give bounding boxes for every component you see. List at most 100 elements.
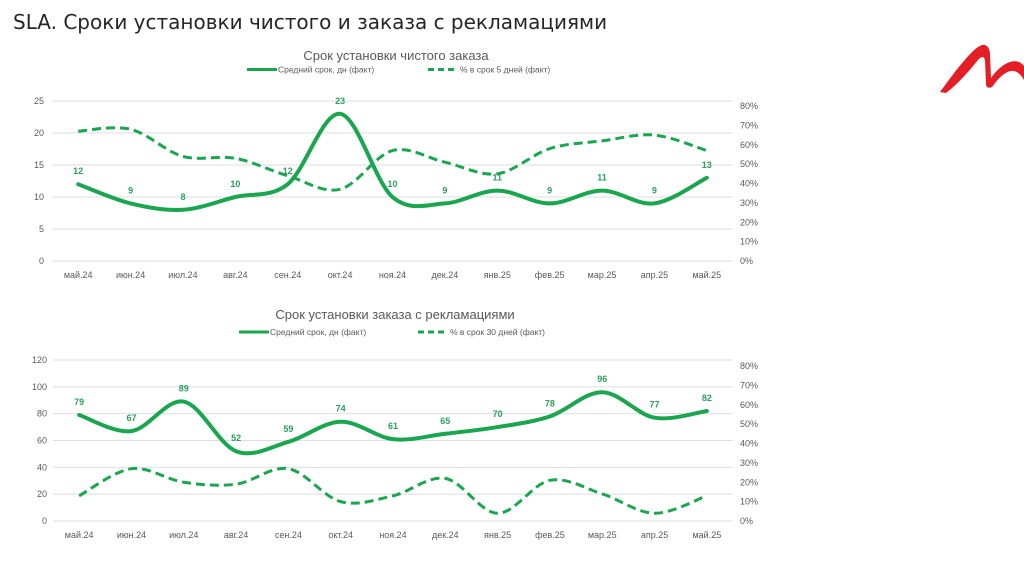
- legend-item-avg-days[interactable]: Средний срок, дн (факт): [247, 65, 374, 75]
- data-label: 8: [180, 192, 185, 202]
- y2-axis-tick-label: 40%: [740, 179, 758, 189]
- y-axis-tick-label: 40: [37, 462, 47, 472]
- x-axis-tick-label: мар.25: [588, 270, 617, 280]
- x-axis-tick-label: июл.24: [169, 530, 198, 540]
- y2-axis-tick-label: 80%: [740, 361, 758, 371]
- y-axis-tick-label: 60: [37, 436, 47, 446]
- y2-axis-tick-label: 0%: [740, 516, 753, 526]
- x-axis-tick-label: дек.24: [432, 530, 459, 540]
- data-label: 10: [387, 179, 397, 189]
- data-label: 59: [283, 424, 293, 434]
- legend: Средний срок, дн (факт) % в срок 30 дней…: [239, 327, 545, 337]
- legend-label: % в срок 30 дней (факт): [450, 327, 545, 337]
- data-label: 70: [493, 409, 503, 419]
- y-axis-tick-label: 5: [39, 224, 44, 234]
- data-label: 79: [74, 397, 84, 407]
- y-axis-tick-label: 0: [42, 516, 47, 526]
- y-axis-tick-label: 80: [37, 409, 47, 419]
- y-axis-tick-label: 10: [34, 192, 44, 202]
- y-axis-tick-label: 0: [39, 256, 44, 266]
- legend-item-avg-days[interactable]: Средний срок, дн (факт): [239, 327, 366, 337]
- legend-label: Средний срок, дн (факт): [270, 327, 366, 337]
- y-axis-tick-label: 15: [34, 160, 44, 170]
- x-axis-tick-label: фев.25: [535, 530, 565, 540]
- y2-axis-tick-label: 80%: [740, 101, 758, 111]
- y2-axis-tick-label: 40%: [740, 439, 758, 449]
- y2-axis-tick-label: 70%: [740, 120, 758, 130]
- y-axis-tick-label: 25: [34, 96, 44, 106]
- x-axis-tick-label: дек.24: [432, 270, 459, 280]
- x-axis-tick-label: май.24: [65, 530, 94, 540]
- legend-label: Средний срок, дн (факт): [278, 65, 374, 75]
- series-line-avg-days: [77, 390, 709, 456]
- series-line-avg-days: [76, 111, 709, 213]
- data-label: 11: [597, 173, 607, 183]
- data-label: 65: [440, 416, 450, 426]
- plot-area: 0 20 40 60 80 100 120 0% 10% 20% 30% 40% 50% 60% 70% 80…: [32, 355, 758, 540]
- x-axis-tick-label: апр.25: [641, 530, 668, 540]
- legend-item-percent-on-time[interactable]: % в срок 30 дней (факт): [418, 327, 545, 337]
- y2-axis-tick-label: 60%: [740, 400, 758, 410]
- chart-title: Срок установки чистого заказа: [303, 48, 489, 63]
- series-line-percent-on-time: [78, 126, 708, 192]
- data-label: 23: [335, 96, 345, 106]
- x-axis-tick-label: сен.24: [274, 270, 301, 280]
- y2-axis-tick-label: 30%: [740, 198, 758, 208]
- y2-axis-tick-label: 20%: [740, 217, 758, 227]
- legend: Средний срок, дн (факт) % в срок 5 дней …: [247, 65, 550, 75]
- legend-label: % в срок 5 дней (факт): [460, 65, 550, 75]
- x-axis-tick-label: ноя.24: [379, 270, 406, 280]
- chart-claims-order: Срок установки заказа с рекламациями Сре…: [32, 307, 758, 540]
- y2-axis-tick-label: 10%: [740, 497, 758, 507]
- y2-axis-tick-label: 30%: [740, 458, 758, 468]
- data-label: 77: [650, 400, 660, 410]
- x-axis-tick-label: окт.24: [328, 270, 353, 280]
- y-axis-tick-label: 100: [32, 382, 47, 392]
- x-axis-tick-label: июн.24: [116, 270, 145, 280]
- data-label: 12: [283, 166, 293, 176]
- chart-title: Срок установки заказа с рекламациями: [275, 307, 514, 322]
- y2-axis-tick-label: 70%: [740, 380, 758, 390]
- x-axis-tick-label: авг.24: [223, 270, 247, 280]
- data-label: 96: [597, 374, 607, 384]
- x-axis-tick-label: фев.25: [535, 270, 565, 280]
- y2-axis-tick-label: 20%: [740, 477, 758, 487]
- x-axis-tick-label: июн.24: [117, 530, 146, 540]
- data-label: 61: [388, 421, 398, 431]
- x-axis-tick-label: май.25: [692, 530, 721, 540]
- data-label: 9: [442, 185, 447, 195]
- y2-axis-tick-label: 50%: [740, 419, 758, 429]
- x-axis-tick-label: янв.25: [484, 270, 511, 280]
- plot-area: 0 5 10 15 20 25 0% 10% 20% 30% 40% 50% 60% 70% 80% май.…: [34, 96, 758, 280]
- x-axis-tick-label: ноя.24: [379, 530, 406, 540]
- x-axis-tick-label: авг.24: [224, 530, 248, 540]
- series-line-percent-on-time: [78, 466, 708, 515]
- data-label: 10: [230, 179, 240, 189]
- y-axis-tick-label: 20: [34, 128, 44, 138]
- y2-axis-tick-label: 50%: [740, 159, 758, 169]
- data-label: 82: [702, 393, 712, 403]
- y2-axis-tick-label: 60%: [740, 140, 758, 150]
- y2-axis-tick-label: 0%: [740, 256, 753, 266]
- x-axis-tick-label: май.24: [64, 270, 93, 280]
- data-label: 52: [231, 433, 241, 443]
- page-title: SLA. Сроки установки чистого и заказа с …: [13, 10, 608, 34]
- x-axis-tick-label: янв.25: [484, 530, 511, 540]
- x-axis-tick-label: окт.24: [328, 530, 353, 540]
- data-label: 9: [652, 185, 657, 195]
- data-label: 12: [73, 166, 83, 176]
- x-axis-tick-label: июл.24: [168, 270, 197, 280]
- legend-item-percent-on-time[interactable]: % в срок 5 дней (факт): [428, 65, 550, 75]
- x-axis-tick-label: май.25: [692, 270, 721, 280]
- y-axis-tick-label: 120: [32, 355, 47, 365]
- x-axis-tick-label: сен.24: [275, 530, 302, 540]
- data-label: 74: [336, 404, 346, 414]
- data-label: 13: [702, 160, 712, 170]
- red-m-swoosh-logo-icon: [940, 44, 1024, 93]
- data-label: 89: [179, 384, 189, 394]
- y2-axis-tick-label: 10%: [740, 237, 758, 247]
- x-axis-tick-label: апр.25: [641, 270, 668, 280]
- chart-clean-order: Срок установки чистого заказа Средний ср…: [34, 48, 758, 280]
- data-label: 11: [493, 173, 503, 183]
